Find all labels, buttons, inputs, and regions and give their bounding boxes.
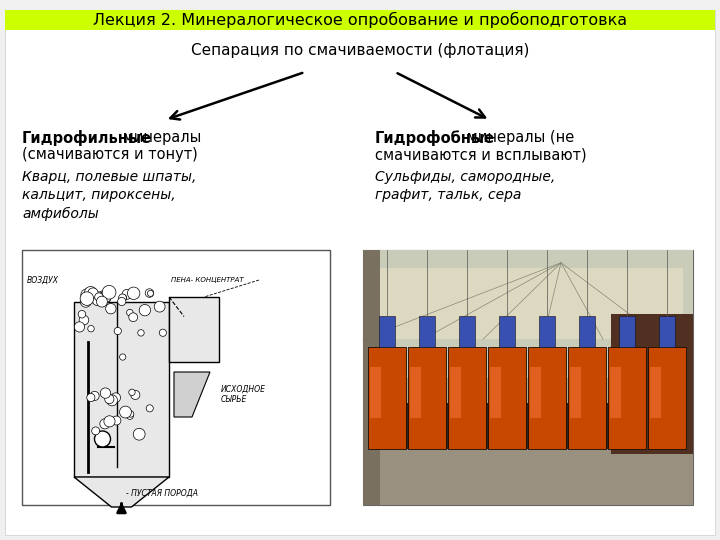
FancyBboxPatch shape bbox=[169, 297, 219, 362]
Circle shape bbox=[131, 390, 140, 400]
FancyBboxPatch shape bbox=[363, 250, 379, 505]
Circle shape bbox=[99, 291, 111, 302]
FancyBboxPatch shape bbox=[408, 347, 446, 449]
FancyBboxPatch shape bbox=[648, 347, 686, 449]
FancyBboxPatch shape bbox=[368, 347, 406, 449]
Circle shape bbox=[78, 310, 86, 318]
Text: Гидрофильные: Гидрофильные bbox=[22, 130, 152, 146]
Circle shape bbox=[154, 301, 165, 312]
Circle shape bbox=[102, 286, 116, 299]
FancyBboxPatch shape bbox=[459, 316, 474, 347]
Circle shape bbox=[88, 288, 98, 298]
FancyBboxPatch shape bbox=[660, 316, 675, 347]
Text: ИСХОДНОЕ
СЫРЬЕ: ИСХОДНОЕ СЫРЬЕ bbox=[221, 385, 266, 404]
Circle shape bbox=[104, 416, 115, 427]
Circle shape bbox=[81, 289, 93, 301]
Text: минералы (не: минералы (не bbox=[462, 130, 575, 145]
FancyBboxPatch shape bbox=[610, 367, 621, 418]
Text: ПЕНА- КОНЦЕНТРАТ: ПЕНА- КОНЦЕНТРАТ bbox=[171, 277, 243, 283]
FancyBboxPatch shape bbox=[410, 367, 421, 418]
Circle shape bbox=[146, 405, 153, 412]
Circle shape bbox=[91, 427, 99, 435]
FancyBboxPatch shape bbox=[490, 367, 501, 418]
Polygon shape bbox=[74, 477, 169, 507]
Circle shape bbox=[127, 309, 133, 316]
FancyBboxPatch shape bbox=[530, 367, 541, 418]
Text: (смачиваются и тонут): (смачиваются и тонут) bbox=[22, 147, 198, 162]
Circle shape bbox=[96, 296, 107, 307]
Text: минералы: минералы bbox=[118, 130, 202, 145]
Circle shape bbox=[159, 329, 166, 336]
FancyBboxPatch shape bbox=[363, 441, 693, 505]
FancyBboxPatch shape bbox=[22, 250, 330, 505]
FancyBboxPatch shape bbox=[368, 403, 688, 449]
FancyBboxPatch shape bbox=[373, 268, 683, 339]
FancyBboxPatch shape bbox=[528, 347, 566, 449]
FancyBboxPatch shape bbox=[500, 316, 515, 347]
Circle shape bbox=[93, 297, 101, 306]
Circle shape bbox=[122, 289, 132, 299]
Text: смачиваются и всплывают): смачиваются и всплывают) bbox=[375, 147, 587, 162]
FancyBboxPatch shape bbox=[580, 316, 595, 347]
Circle shape bbox=[84, 287, 97, 299]
Circle shape bbox=[145, 289, 154, 298]
Circle shape bbox=[80, 292, 94, 306]
Circle shape bbox=[90, 392, 99, 401]
FancyBboxPatch shape bbox=[363, 250, 693, 505]
Circle shape bbox=[112, 416, 121, 425]
Text: Кварц, полевые шпаты,
кальцит, пироксены,
амфиболы: Кварц, полевые шпаты, кальцит, пироксены… bbox=[22, 170, 197, 221]
FancyBboxPatch shape bbox=[488, 347, 526, 449]
Text: Гидрофобные: Гидрофобные bbox=[375, 130, 495, 146]
Text: - ПУСТАЯ ПОРОДА: - ПУСТАЯ ПОРОДА bbox=[127, 489, 199, 497]
Text: Сульфиды, самородные,
графит, тальк, сера: Сульфиды, самородные, графит, тальк, сер… bbox=[375, 170, 555, 202]
FancyBboxPatch shape bbox=[363, 250, 693, 377]
Circle shape bbox=[139, 305, 150, 316]
FancyBboxPatch shape bbox=[370, 367, 382, 418]
FancyBboxPatch shape bbox=[5, 10, 715, 535]
Circle shape bbox=[129, 389, 135, 395]
Circle shape bbox=[129, 313, 138, 322]
FancyBboxPatch shape bbox=[5, 10, 715, 30]
Circle shape bbox=[148, 291, 153, 296]
FancyBboxPatch shape bbox=[419, 316, 435, 347]
Circle shape bbox=[74, 322, 84, 332]
Circle shape bbox=[98, 291, 111, 303]
Circle shape bbox=[88, 326, 94, 332]
FancyBboxPatch shape bbox=[650, 367, 662, 418]
FancyBboxPatch shape bbox=[611, 314, 693, 454]
Circle shape bbox=[107, 395, 117, 406]
Circle shape bbox=[133, 428, 145, 440]
Circle shape bbox=[120, 406, 131, 418]
FancyBboxPatch shape bbox=[608, 347, 646, 449]
FancyBboxPatch shape bbox=[379, 316, 395, 347]
Text: ВОЗДУХ: ВОЗДУХ bbox=[27, 275, 59, 285]
Circle shape bbox=[94, 431, 110, 447]
Circle shape bbox=[79, 315, 89, 325]
FancyBboxPatch shape bbox=[568, 347, 606, 449]
Circle shape bbox=[100, 418, 110, 429]
Circle shape bbox=[138, 329, 144, 336]
FancyBboxPatch shape bbox=[74, 302, 169, 477]
Circle shape bbox=[81, 295, 91, 305]
FancyBboxPatch shape bbox=[448, 347, 486, 449]
Circle shape bbox=[100, 388, 111, 399]
Circle shape bbox=[119, 294, 127, 302]
Circle shape bbox=[127, 413, 133, 420]
Circle shape bbox=[120, 295, 127, 301]
Circle shape bbox=[106, 303, 116, 314]
FancyBboxPatch shape bbox=[539, 316, 554, 347]
Text: Сепарация по смачиваемости (флотация): Сепарация по смачиваемости (флотация) bbox=[191, 43, 529, 57]
Circle shape bbox=[127, 411, 134, 417]
Text: Лекция 2. Минералогическое опробование и пробоподготовка: Лекция 2. Минералогическое опробование и… bbox=[93, 12, 627, 28]
FancyBboxPatch shape bbox=[570, 367, 582, 418]
Circle shape bbox=[80, 296, 91, 307]
Polygon shape bbox=[174, 372, 210, 417]
Circle shape bbox=[104, 394, 114, 404]
Circle shape bbox=[114, 327, 122, 335]
Circle shape bbox=[111, 393, 120, 402]
Circle shape bbox=[93, 292, 104, 304]
FancyBboxPatch shape bbox=[450, 367, 462, 418]
FancyBboxPatch shape bbox=[619, 316, 634, 347]
Circle shape bbox=[127, 287, 140, 300]
